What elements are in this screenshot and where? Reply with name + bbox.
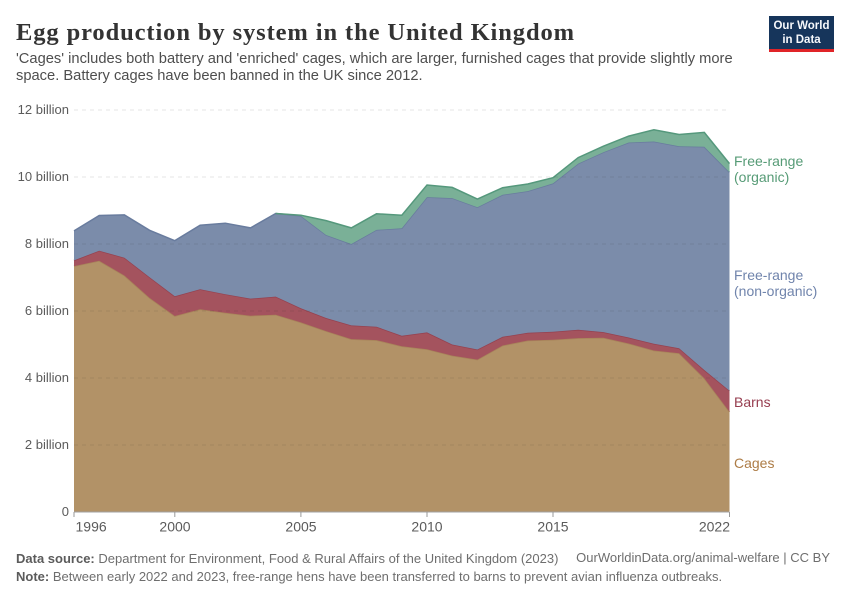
svg-text:2000: 2000: [159, 519, 190, 535]
svg-text:Free-range: Free-range: [734, 267, 803, 283]
svg-text:(organic): (organic): [734, 169, 789, 185]
svg-text:2010: 2010: [411, 519, 442, 535]
svg-text:(non-organic): (non-organic): [734, 283, 817, 299]
svg-text:6 billion: 6 billion: [25, 303, 69, 318]
svg-text:2005: 2005: [285, 519, 316, 535]
svg-text:Cages: Cages: [734, 455, 774, 471]
svg-text:8 billion: 8 billion: [25, 236, 69, 251]
svg-text:12 billion: 12 billion: [18, 102, 69, 117]
svg-text:Free-range: Free-range: [734, 153, 803, 169]
svg-text:2015: 2015: [537, 519, 568, 535]
svg-text:1996: 1996: [76, 519, 107, 535]
svg-text:0: 0: [62, 504, 69, 519]
svg-text:Barns: Barns: [734, 394, 771, 410]
svg-text:4 billion: 4 billion: [25, 370, 69, 385]
svg-text:2022: 2022: [699, 519, 730, 535]
svg-text:2 billion: 2 billion: [25, 437, 69, 452]
svg-text:10 billion: 10 billion: [18, 169, 69, 184]
